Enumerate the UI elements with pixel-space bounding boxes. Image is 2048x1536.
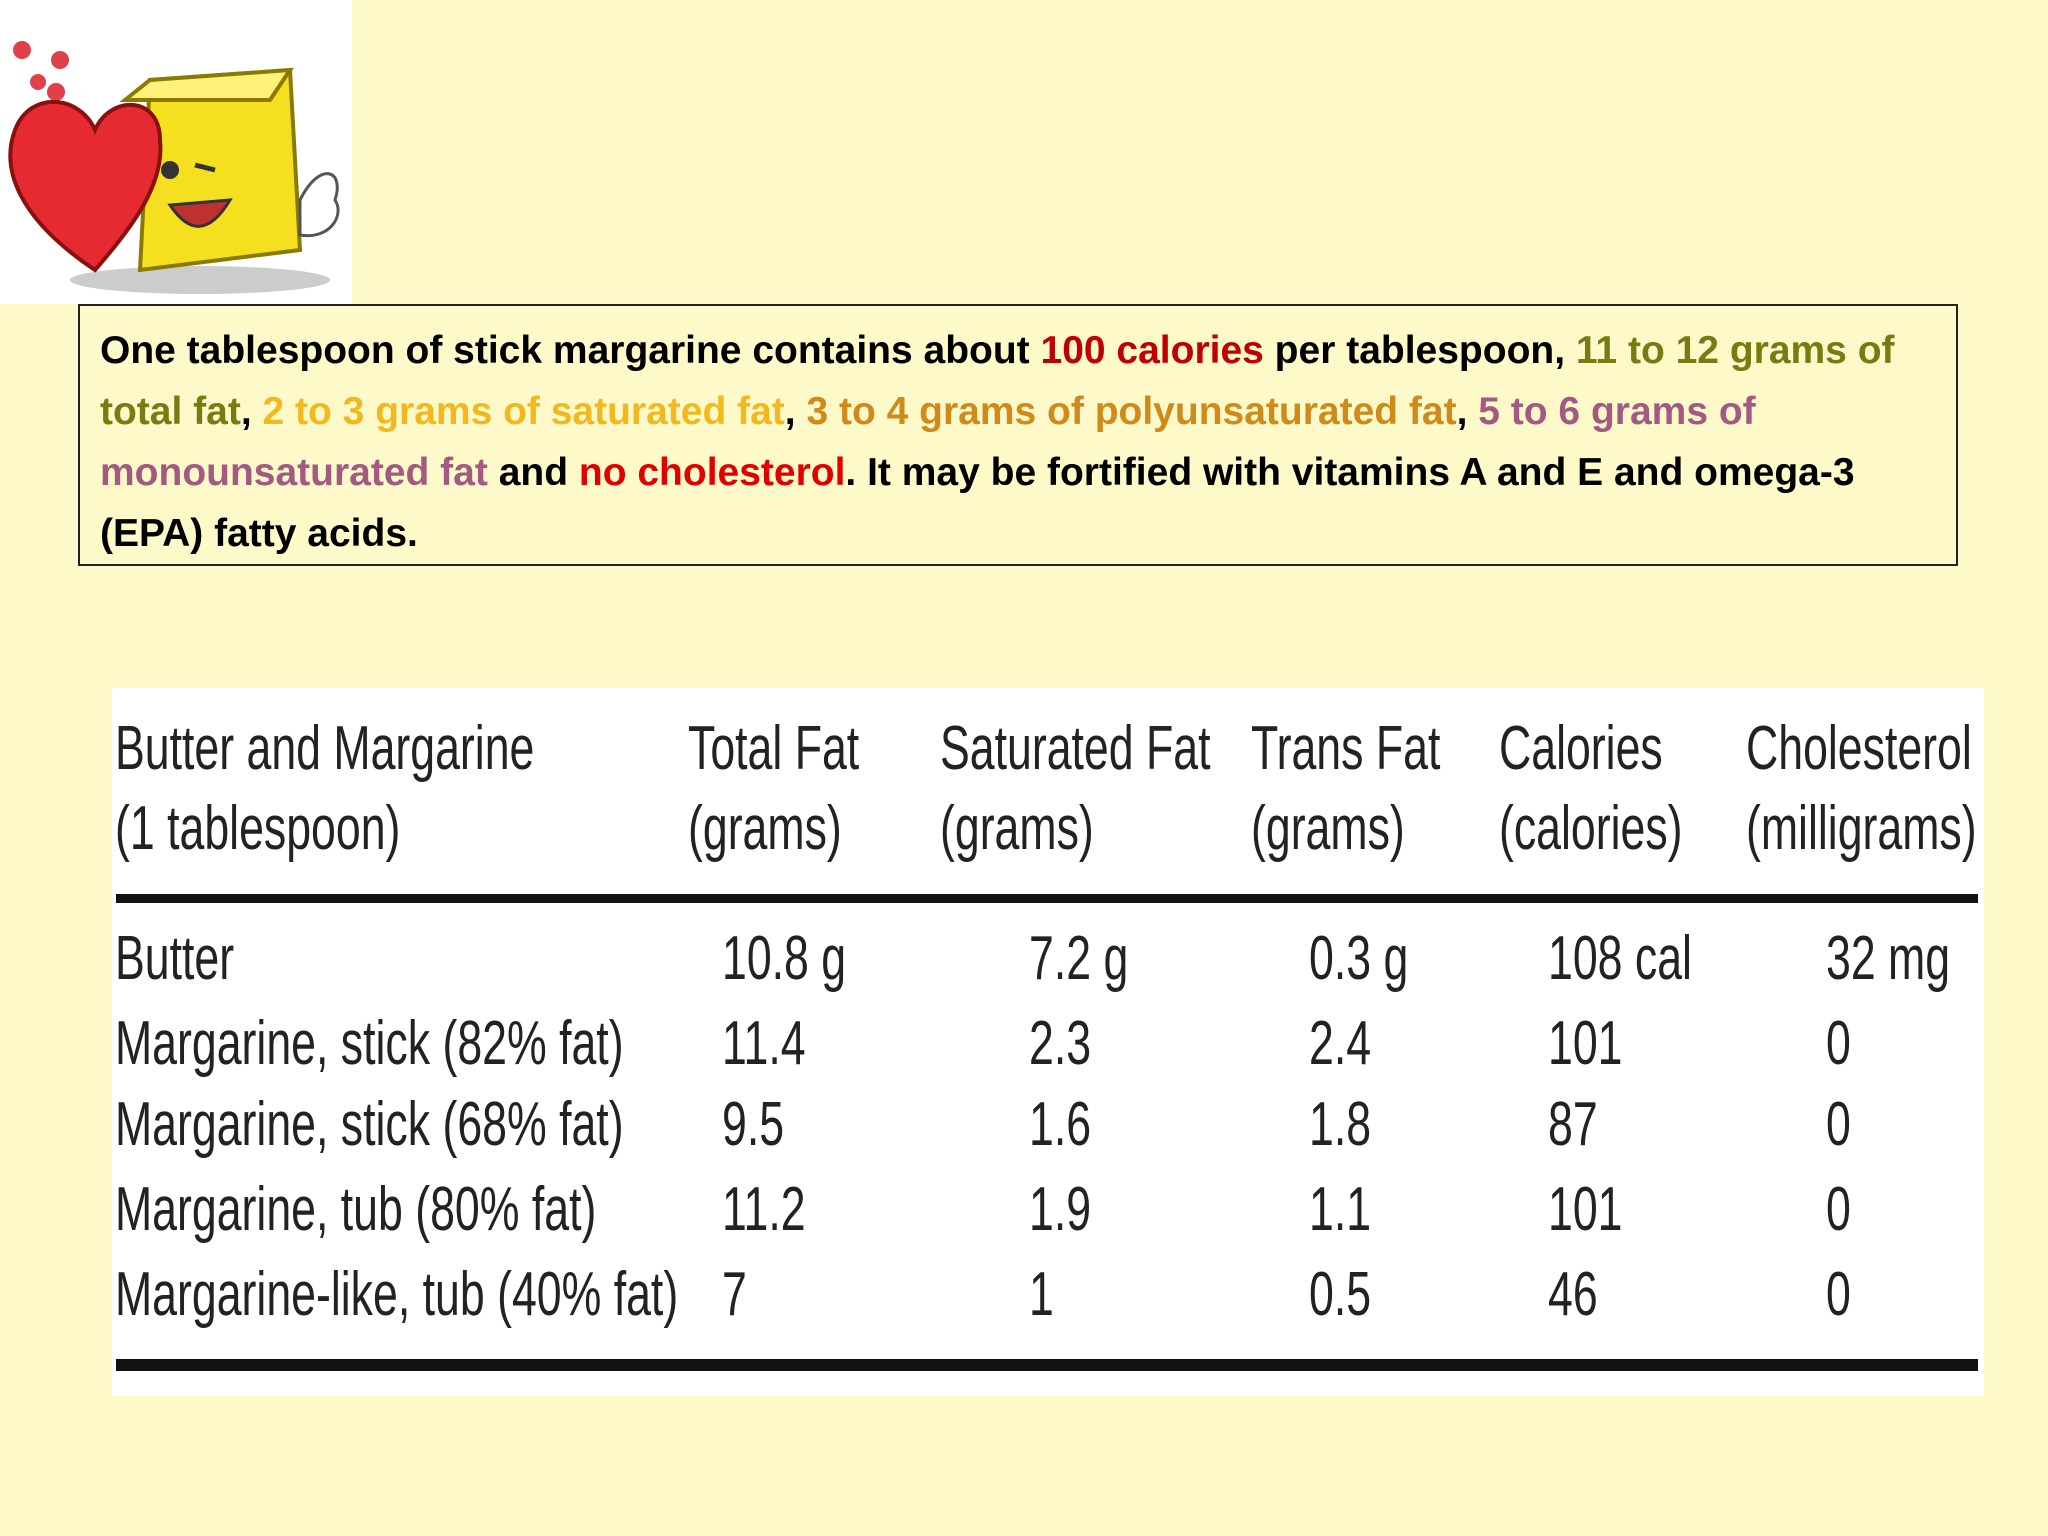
row-label: Margarine, stick (82% fat) xyxy=(115,1009,624,1078)
header-cell: Cholesterol xyxy=(1746,714,1972,783)
data-cell: 1.6 xyxy=(1029,1090,1092,1159)
hand xyxy=(298,172,340,238)
text-run: 5 to 6 grams of monounsaturated fat xyxy=(100,390,1756,494)
header-cell: (grams) xyxy=(940,794,1094,863)
data-cell: 108 cal xyxy=(1548,924,1692,993)
text-run: no cholesterol xyxy=(578,451,846,494)
data-cell: 1.1 xyxy=(1309,1175,1372,1244)
text-run: , xyxy=(784,390,807,433)
text-run: One tablespoon of stick margarine contai… xyxy=(100,329,1041,372)
row-label: Margarine, tub (80% fat) xyxy=(115,1175,597,1244)
data-cell: 0 xyxy=(1826,1175,1851,1244)
wink xyxy=(194,162,216,173)
data-cell: 32 mg xyxy=(1826,924,1951,993)
data-cell: 0.5 xyxy=(1309,1260,1372,1329)
mouth xyxy=(167,198,233,228)
data-cell: 9.5 xyxy=(722,1090,785,1159)
header-cell: Trans Fat xyxy=(1251,714,1441,783)
header-cell: Calories xyxy=(1499,714,1663,783)
row-label: Margarine-like, tub (40% fat) xyxy=(115,1260,679,1329)
butter-top xyxy=(119,67,294,102)
header-cell: Total Fat xyxy=(688,714,860,783)
description-box: One tablespoon of stick margarine contai… xyxy=(78,304,1958,566)
data-cell: 2.3 xyxy=(1029,1009,1092,1078)
big-heart xyxy=(8,99,163,273)
header-cell: (1 tablespoon) xyxy=(115,794,401,863)
data-cell: 1 xyxy=(1029,1260,1054,1329)
header-cell: (milligrams) xyxy=(1746,794,1977,863)
data-cell: 7 xyxy=(722,1260,747,1329)
header-cell: (calories) xyxy=(1499,794,1683,863)
data-cell: 11.4 xyxy=(722,1009,806,1078)
header-cell: (grams) xyxy=(688,794,842,863)
eye xyxy=(161,161,179,179)
data-cell: 87 xyxy=(1548,1090,1598,1159)
row-label: Butter xyxy=(115,924,235,993)
data-cell: 1.8 xyxy=(1309,1090,1372,1159)
data-cell: 101 xyxy=(1548,1009,1623,1078)
text-run: and xyxy=(487,451,579,494)
data-cell: 0 xyxy=(1826,1009,1851,1078)
data-cell: 101 xyxy=(1548,1175,1623,1244)
data-cell: 0.3 g xyxy=(1309,924,1409,993)
shadow xyxy=(70,266,330,294)
text-run: , xyxy=(1456,390,1479,433)
data-cell: 1.9 xyxy=(1029,1175,1092,1244)
text-run: 3 to 4 grams of polyunsaturated fat xyxy=(806,390,1457,433)
data-cell: 0 xyxy=(1826,1260,1851,1329)
data-cell: 11.2 xyxy=(722,1175,806,1244)
text-run: 2 to 3 grams of saturated fat xyxy=(262,390,785,433)
header-rule xyxy=(116,894,1978,903)
text-run: 11 to 12 grams of total fat xyxy=(100,329,1895,433)
data-cell: 46 xyxy=(1548,1260,1598,1329)
nutrition-table: Butter and Margarine (1 tablespoon) Total … xyxy=(112,688,1984,1396)
data-cell: 7.2 g xyxy=(1029,924,1129,993)
header-cell: Saturated Fat xyxy=(940,714,1211,783)
header-cell: Butter and Margarine xyxy=(115,714,535,783)
text-run: , xyxy=(240,390,263,433)
small-hearts xyxy=(13,41,69,101)
data-cell: 2.4 xyxy=(1309,1009,1372,1078)
text-run: per tablespoon, xyxy=(1263,329,1576,372)
text-run: . It may be fortified with vitamins A an… xyxy=(100,451,1855,555)
data-cell: 0 xyxy=(1826,1090,1851,1159)
bottom-rule xyxy=(116,1359,1978,1371)
row-label: Margarine, stick (68% fat) xyxy=(115,1090,624,1159)
butter-illustration xyxy=(0,0,352,304)
header-cell: (grams) xyxy=(1251,794,1405,863)
data-cell: 10.8 g xyxy=(722,924,847,993)
text-run: 100 calories xyxy=(1040,329,1264,372)
